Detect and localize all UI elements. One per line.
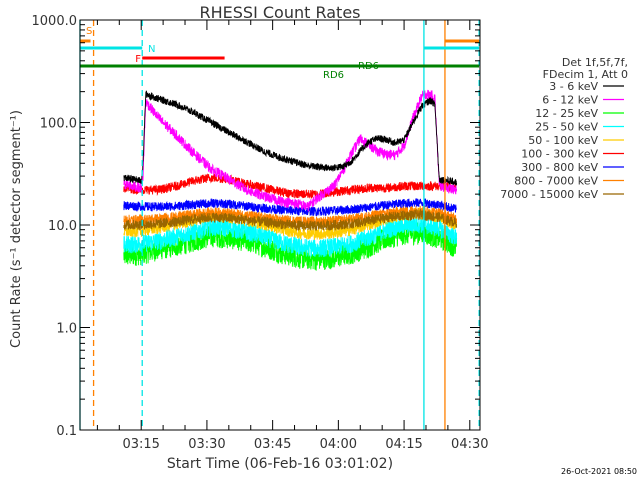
x-axis-label: Start Time (06-Feb-16 03:01:02) [167,456,393,472]
flag-label-n: N [148,44,155,55]
legend-label: 3 - 6 keV [549,80,598,93]
x-tick-label: 03:45 [254,437,291,452]
legend-label: 100 - 300 keV [521,148,598,161]
legend-label: 25 - 50 keV [535,121,598,134]
footer-date: 26-Oct-2021 08:50 [561,467,637,476]
legend-label: 800 - 7000 keV [514,175,598,188]
flag-label-f: F [135,54,141,65]
axes-layer: 0.1 1.0 10.0 100.0 1000.0 03:15 03:30 03:45 04:0… [32,14,489,452]
series-layer [123,89,458,271]
series-800-7000-kev-line [123,205,458,228]
x-tick-label: 03:30 [188,437,225,452]
legend-header-line: Det 1f,5f,7f, [562,56,628,69]
series-3-6-kev-line [123,90,458,186]
flag-label-rd6-secondary: RD6 [358,61,379,72]
chart-title: RHESSI Count Rates [200,3,361,22]
series-25-50-kev-line [123,215,458,258]
y-tick-label: 10.0 [48,219,77,234]
y-tick-label: 1.0 [56,322,77,337]
y-axis-label: Count Rate (s⁻¹ detector segment⁻¹) [9,110,24,348]
flag-label-s: S [86,26,92,37]
series-100-300-kev-line [123,173,457,199]
y-tick-label: 0.1 [56,424,77,439]
legend-label: 6 - 12 keV [542,94,598,107]
legend-label: 12 - 25 keV [535,107,598,120]
legend-label: 50 - 100 keV [528,134,598,147]
x-tick-label: 04:15 [385,437,422,452]
series-300-800-kev-line [123,198,457,217]
y-tick-label: 1000.0 [32,14,78,29]
series-7000-15000-kev-line [123,208,458,232]
x-tick-label: 04:30 [451,437,488,452]
x-tick-label: 04:00 [320,437,357,452]
series-6-12-kev-line [123,89,458,212]
legend-label: 7000 - 15000 keV [500,188,598,201]
y-tick-label: 100.0 [40,117,77,132]
flag-label-rd6: RD6 [323,70,344,81]
legend-header-line: FDecim 1, Att 0 [543,68,628,81]
legend-label: 300 - 800 keV [521,161,598,174]
series-12-25-kev-line [123,222,458,271]
x-tick-label: 03:15 [122,437,159,452]
